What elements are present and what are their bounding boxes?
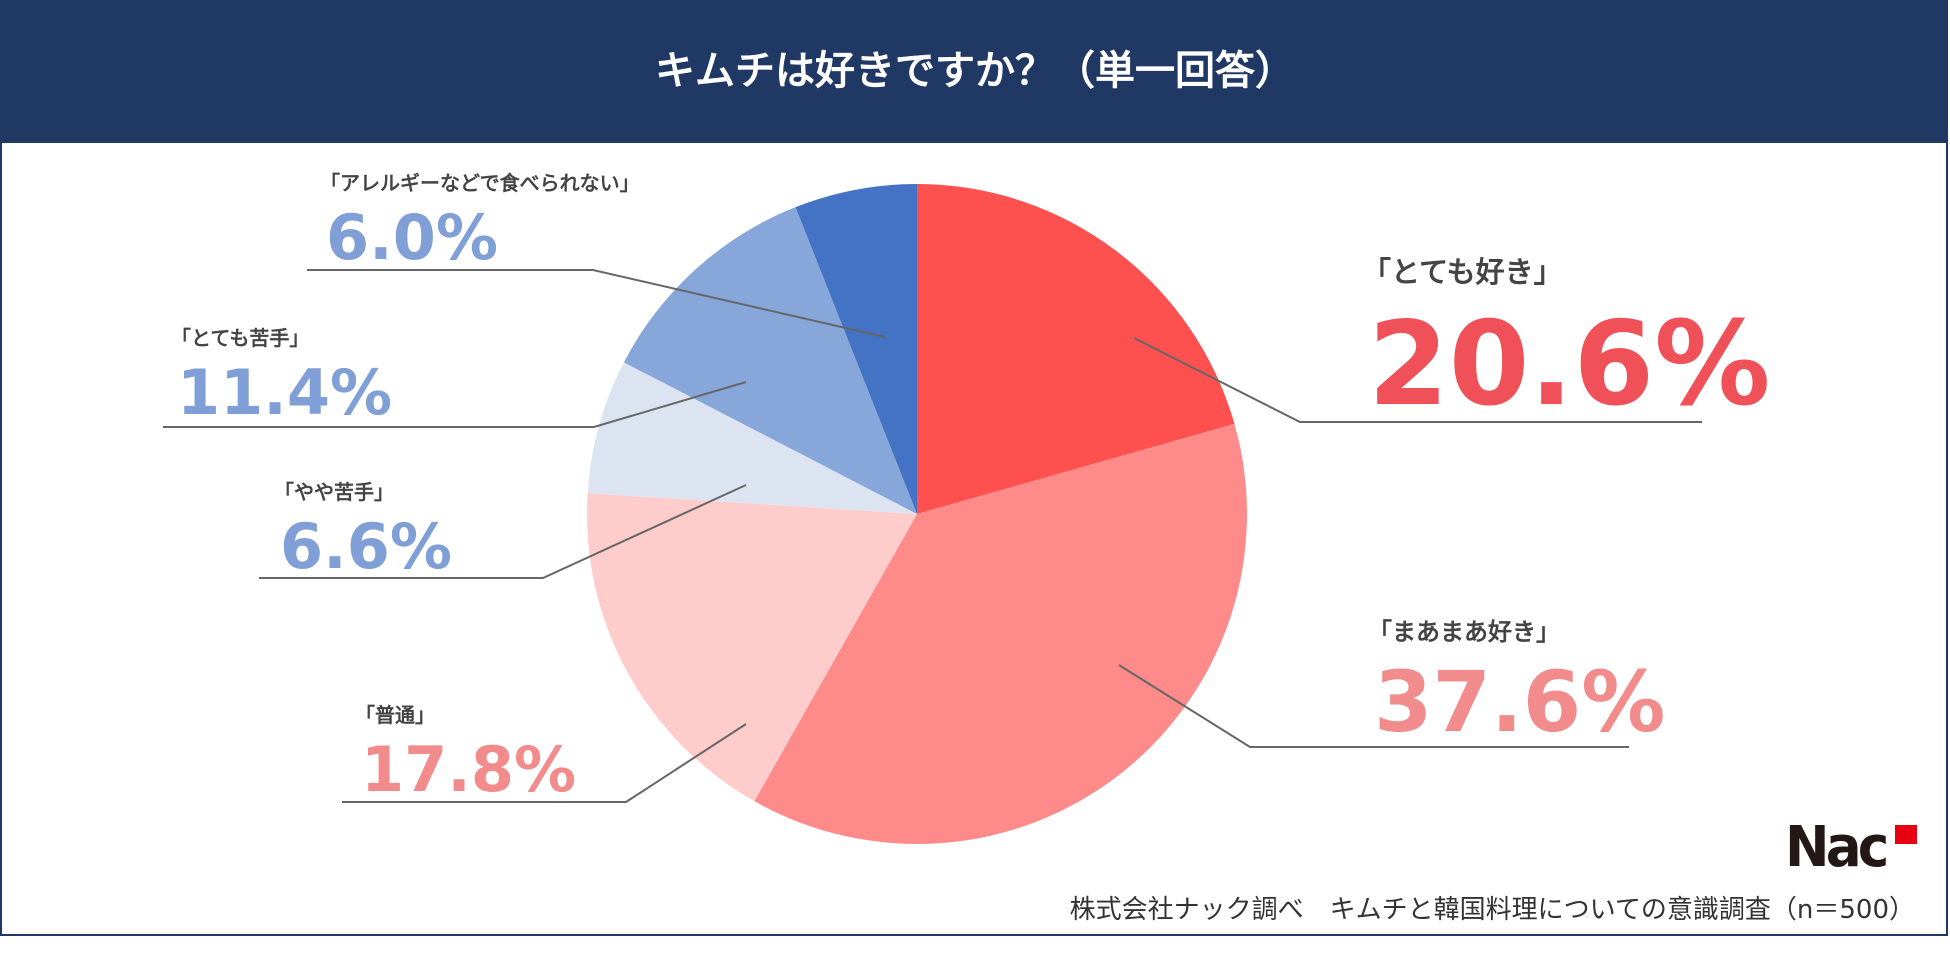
chart-title: キムチは好きですか？（単一回答） <box>655 48 1295 94</box>
data-label-somewhat-like-value: 37.6% <box>1374 653 1665 751</box>
leader-line-very-like <box>1133 337 1702 423</box>
data-label-allergy-name: 「アレルギーなどで食べられない」 <box>320 171 640 195</box>
pie-slice-4 <box>623 207 917 514</box>
leader-line-somewhat-like <box>1118 664 1629 748</box>
pie-slice-5 <box>795 184 917 514</box>
data-label-neutral-value: 17.8% <box>361 733 576 806</box>
data-label-allergy-value: 6.0% <box>326 201 498 274</box>
pie-slices <box>586 184 1247 844</box>
data-label-very-like-name: 「とても好き」 <box>1362 255 1563 289</box>
pie-slice-1 <box>754 423 1247 844</box>
pie-slice-3 <box>587 362 917 514</box>
header-bar <box>0 0 1948 143</box>
source-footnote: 株式会社ナック調べ キムチと韓国料理についての意識調査（n＝500） <box>1070 895 1915 925</box>
data-label-somewhat-like-name: 「まあまあ好き」 <box>1368 618 1560 646</box>
data-label-somewhat-dislike-value: 6.6% <box>280 510 452 583</box>
data-label-neutral-name: 「普通」 <box>355 703 435 727</box>
svg-text:Nac: Nac <box>1785 814 1886 880</box>
data-label-somewhat-dislike-name: 「やや苦手」 <box>274 480 394 504</box>
nac-logo: Nac <box>1785 814 1917 880</box>
leader-line-very-dislike <box>163 381 747 428</box>
data-label-very-dislike-name: 「とても苦手」 <box>171 326 309 350</box>
data-label-very-dislike-value: 11.4% <box>177 356 392 429</box>
pie-slice-0 <box>917 184 1235 514</box>
leader-line-allergy <box>307 269 886 338</box>
data-label-very-like-value: 20.6% <box>1368 297 1770 432</box>
leader-line-neutral <box>342 723 747 803</box>
leader-line-somewhat-dislike <box>259 484 747 579</box>
pie-slice-2 <box>586 493 917 802</box>
